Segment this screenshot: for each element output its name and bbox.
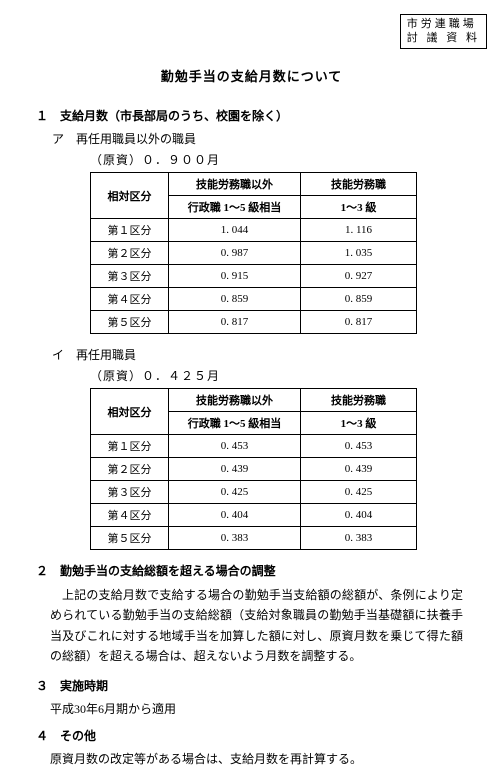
tblB-h3s: 1～3 級 <box>301 412 417 435</box>
section1a-label: ア 再任用職員以外の職員 <box>52 130 467 147</box>
table-cell: 0. 859 <box>301 288 417 311</box>
table-cell: 0. 817 <box>169 311 301 334</box>
tblB-h2s: 行政職 1～5 級相当 <box>169 412 301 435</box>
table-cell: 0. 927 <box>301 265 417 288</box>
table-cell: 1. 044 <box>169 219 301 242</box>
tblB-h2: 技能労務職以外 <box>169 389 301 412</box>
table-cell: 0. 404 <box>301 504 417 527</box>
table-row: 第５区分 <box>91 311 169 334</box>
table-row: 第１区分 <box>91 435 169 458</box>
header-line2: 討 議 資 料 <box>407 31 480 45</box>
table-row: 第２区分 <box>91 242 169 265</box>
tblA-h2s: 行政職 1～5 級相当 <box>169 196 301 219</box>
section1b-label: イ 再任用職員 <box>52 346 467 363</box>
table-row: 第１区分 <box>91 219 169 242</box>
tblB-h1: 相対区分 <box>91 389 169 435</box>
table-cell: 0. 987 <box>169 242 301 265</box>
table-cell: 0. 453 <box>169 435 301 458</box>
section4-body: 原資月数の改定等がある場合は、支給月数を再計算する。 <box>50 750 467 767</box>
table-a: 相対区分 技能労務職以外 技能労務職 行政職 1～5 級相当 1～3 級 第１区… <box>90 172 417 334</box>
page-title: 勤勉手当の支給月数について <box>36 66 467 85</box>
table-cell: 0. 439 <box>301 458 417 481</box>
table-cell: 1. 116 <box>301 219 417 242</box>
tblA-h1: 相対区分 <box>91 173 169 219</box>
tblA-h3s: 1～3 級 <box>301 196 417 219</box>
table-row: 第４区分 <box>91 504 169 527</box>
table-row: 第３区分 <box>91 481 169 504</box>
tblA-h3: 技能労務職 <box>301 173 417 196</box>
section3-body: 平成30年6月期から適用 <box>50 700 467 717</box>
table-cell: 0. 383 <box>301 527 417 550</box>
table-cell: 0. 383 <box>169 527 301 550</box>
table-cell: 1. 035 <box>301 242 417 265</box>
table-cell: 0. 859 <box>169 288 301 311</box>
table-row: 第３区分 <box>91 265 169 288</box>
table-row: 第４区分 <box>91 288 169 311</box>
section4-heading: ４ その他 <box>36 727 467 744</box>
section1a-gensi: （原資）０．９００月 <box>90 151 467 168</box>
table-cell: 0. 915 <box>169 265 301 288</box>
table-cell: 0. 817 <box>301 311 417 334</box>
section2-heading: ２ 勤勉手当の支給総額を超える場合の調整 <box>36 562 467 579</box>
table-cell: 0. 425 <box>169 481 301 504</box>
section2-body: 上記の支給月数で支給する場合の勤勉手当支給額の総額が、条例により定められている勤… <box>50 585 463 667</box>
tblB-h3: 技能労務職 <box>301 389 417 412</box>
table-row: 第２区分 <box>91 458 169 481</box>
section3-heading: ３ 実施時期 <box>36 677 467 694</box>
header-stamp-box: 市労連職場 討 議 資 料 <box>400 14 487 49</box>
table-cell: 0. 453 <box>301 435 417 458</box>
section1b-gensi: （原資）０．４２５月 <box>90 367 467 384</box>
table-cell: 0. 425 <box>301 481 417 504</box>
table-b: 相対区分 技能労務職以外 技能労務職 行政職 1～5 級相当 1～3 級 第１区… <box>90 388 417 550</box>
tblA-h2: 技能労務職以外 <box>169 173 301 196</box>
table-row: 第５区分 <box>91 527 169 550</box>
section1-heading: １ 支給月数（市長部局のうち、校園を除く） <box>36 107 467 124</box>
table-cell: 0. 439 <box>169 458 301 481</box>
table-cell: 0. 404 <box>169 504 301 527</box>
header-line1: 市労連職場 <box>407 17 480 31</box>
